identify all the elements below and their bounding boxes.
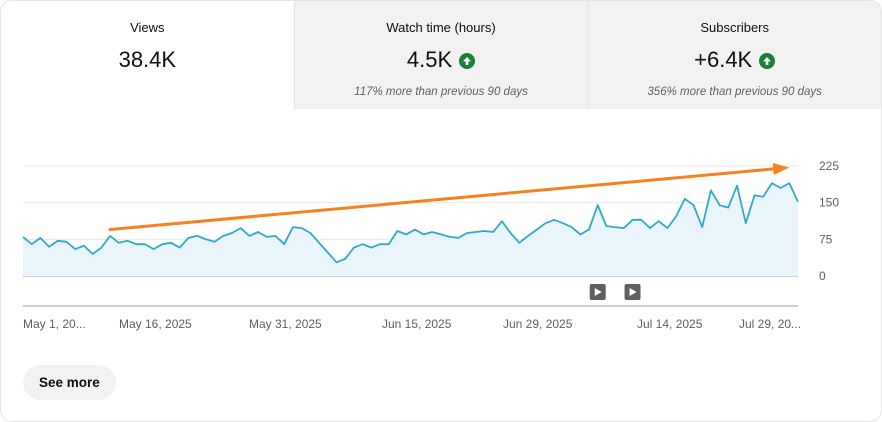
metric-label: Subscribers [700, 20, 769, 35]
x-tick-label: Jun 15, 2025 [382, 317, 452, 331]
x-tick-label: Jul 29, 20... [739, 317, 801, 331]
arrow-up-icon [459, 52, 476, 69]
x-tick-label: May 1, 20... [23, 317, 86, 331]
metric-views[interactable]: Views 38.4K [1, 1, 294, 109]
metric-watch-time[interactable]: Watch time (hours) 4.5K 117% more than p… [293, 1, 588, 109]
metric-subscribers[interactable]: Subscribers +6.4K 356% more than previou… [587, 1, 881, 109]
y-tick-label: 75 [819, 232, 833, 246]
x-tick-label: May 16, 2025 [119, 317, 192, 331]
x-tick-label: Jul 14, 2025 [637, 317, 703, 331]
play-icon[interactable] [624, 284, 641, 300]
trend-arrow-line [108, 167, 775, 232]
trend-arrow-head [772, 162, 790, 175]
y-tick-label: 225 [819, 159, 839, 173]
arrow-up-icon [759, 52, 776, 69]
metrics-row: Views 38.4K Watch time (hours) 4.5K 117%… [1, 1, 881, 109]
x-tick-label: May 31, 2025 [249, 317, 322, 331]
metric-label: Watch time (hours) [386, 20, 496, 35]
watch-time-chart[interactable]: 0 75 150 225 May 1, 20... May 16, 2025 May 31,… [1, 109, 881, 359]
play-icon[interactable] [589, 284, 606, 300]
metric-comparison: 117% more than previous 90 days [354, 86, 528, 98]
y-tick-label: 150 [819, 196, 839, 210]
metric-label: Views [130, 20, 165, 35]
see-more-button[interactable]: See more [23, 365, 116, 400]
metric-value: +6.4K [694, 47, 753, 72]
x-tick-label: Jun 29, 2025 [503, 317, 573, 331]
series-line [22, 182, 799, 264]
y-tick-label: 0 [819, 269, 826, 283]
metric-comparison: 356% more than previous 90 days [647, 86, 822, 98]
metric-value: 38.4K [118, 47, 177, 72]
metric-value: 4.5K [406, 47, 453, 72]
series-area [23, 183, 798, 276]
